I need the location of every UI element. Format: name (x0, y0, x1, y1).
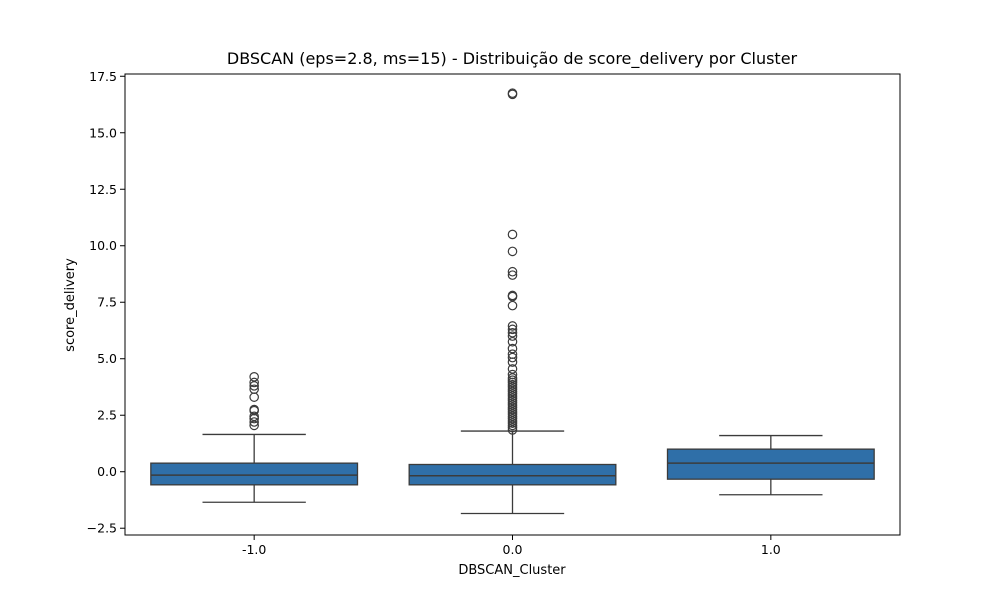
outlier-point (249, 392, 259, 402)
y-tick-label: 17.5 (89, 69, 117, 84)
box-group--1.0 (150, 372, 359, 503)
outlier-point (507, 290, 518, 301)
x-tick-label: 1.0 (761, 542, 781, 557)
outlier-point (507, 364, 518, 374)
y-axis-label: score_delivery (63, 258, 78, 352)
outlier-point (249, 372, 259, 382)
y-tick-label: 7.5 (97, 295, 117, 310)
outlier-point (507, 343, 518, 354)
outlier-point (249, 384, 259, 395)
outlier-point (507, 327, 518, 338)
y-tick-label: 15.0 (89, 125, 117, 140)
outlier-point (507, 246, 518, 257)
outlier-point (507, 270, 518, 280)
outlier-point (249, 420, 259, 431)
y-tick-label: 12.5 (89, 182, 117, 197)
x-axis-label: DBSCAN_Cluster (458, 563, 566, 578)
y-axis-ticks: −2.5 0.0 2.5 5.0 7.5 10.0 12.5 15.0 17.5 (87, 69, 125, 536)
iqr-box (150, 462, 359, 486)
iqr-box (666, 448, 875, 480)
x-tick-label: -1.0 (242, 542, 266, 557)
outlier-point (249, 411, 259, 422)
y-tick-label: −2.5 (87, 521, 117, 536)
outlier-point (249, 417, 259, 427)
outlier-point (507, 229, 518, 240)
outlier-point (507, 324, 518, 335)
outlier-point (249, 377, 259, 388)
y-tick-label: 2.5 (97, 408, 117, 423)
boxes-layer (150, 88, 875, 515)
outlier-point (249, 381, 259, 391)
outlier-point (507, 300, 518, 311)
iqr-box (408, 463, 617, 486)
outlier-point (507, 369, 518, 380)
outlier-point (507, 331, 518, 341)
x-axis-ticks: -1.0 0.0 1.0 (242, 535, 781, 557)
box-group-0.0 (408, 88, 617, 515)
x-tick-label: 0.0 (503, 542, 523, 557)
y-tick-label: 0.0 (97, 464, 117, 479)
box-group-1.0 (666, 434, 875, 496)
outlier-point (249, 404, 259, 415)
chart-title: DBSCAN (eps=2.8, ms=15) - Distribuição d… (227, 49, 798, 69)
outlier-point (507, 352, 518, 363)
outlier-point (507, 336, 518, 347)
y-tick-label: 5.0 (97, 351, 117, 366)
outlier-point (507, 373, 518, 383)
outlier-point (507, 266, 518, 277)
y-tick-label: 10.0 (89, 238, 117, 253)
outlier-point (507, 349, 518, 360)
outlier-point (507, 321, 518, 331)
outlier-point (507, 88, 518, 99)
